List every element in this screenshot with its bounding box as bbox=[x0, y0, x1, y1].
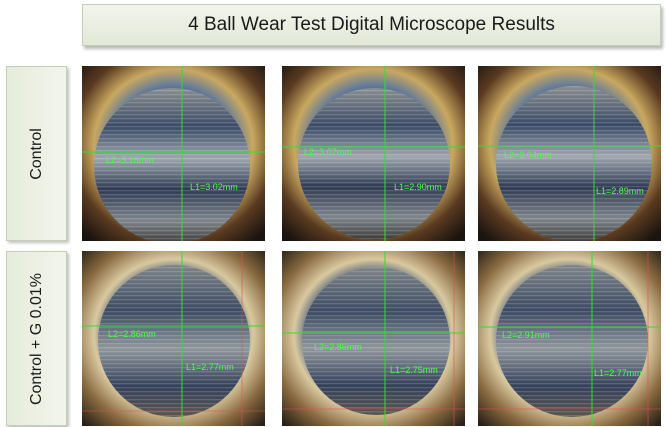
measurement-l2: L2=2.86mm bbox=[108, 329, 156, 339]
micrograph-control-g-3: L2=2.91mm L1=2.77mm bbox=[478, 251, 661, 426]
measurement-l2: L2=3.07mm bbox=[304, 147, 352, 157]
micrograph-image: L2=2.86mm L1=2.75mm bbox=[282, 251, 465, 426]
micrograph-image: L2=2.91mm L1=2.77mm bbox=[478, 251, 661, 426]
measurement-l1: L1=2.90mm bbox=[394, 182, 442, 192]
row-label-control-g-text: Control + G 0.01% bbox=[27, 272, 45, 405]
micrograph-control-g-1: L2=2.86mm L1=2.77mm bbox=[82, 251, 265, 426]
micrograph-image: L2=3.04mm L1=2.89mm bbox=[478, 66, 661, 241]
row-label-control: Control bbox=[6, 66, 67, 241]
micrograph-control-1: L2=3.16mm L1=3.02mm bbox=[82, 66, 265, 241]
measurement-l2: L2=3.04mm bbox=[504, 150, 552, 160]
measurement-l1: L1=2.77mm bbox=[594, 368, 642, 378]
row-label-control-g: Control + G 0.01% bbox=[6, 251, 67, 426]
measurement-l1: L1=2.77mm bbox=[186, 362, 234, 372]
measurement-l1: L1=2.89mm bbox=[596, 186, 644, 196]
measurement-l2: L2=2.91mm bbox=[502, 330, 550, 340]
page-title: 4 Ball Wear Test Digital Microscope Resu… bbox=[82, 4, 661, 46]
row-label-control-text: Control bbox=[27, 127, 45, 180]
micrograph-control-g-2: L2=2.86mm L1=2.75mm bbox=[282, 251, 465, 426]
measurement-l1: L1=2.75mm bbox=[390, 365, 438, 375]
measurement-l2: L2=2.86mm bbox=[314, 342, 362, 352]
micrograph-image: L2=3.16mm L1=3.02mm bbox=[82, 66, 265, 241]
micrograph-image: L2=2.86mm L1=2.77mm bbox=[82, 251, 265, 426]
measurement-l1: L1=3.02mm bbox=[190, 182, 238, 192]
micrograph-control-3: L2=3.04mm L1=2.89mm bbox=[478, 66, 661, 241]
micrograph-control-2: L2=3.07mm L1=2.90mm bbox=[282, 66, 465, 241]
measurement-l2: L2=3.16mm bbox=[106, 155, 154, 165]
micrograph-image: L2=3.07mm L1=2.90mm bbox=[282, 66, 465, 241]
